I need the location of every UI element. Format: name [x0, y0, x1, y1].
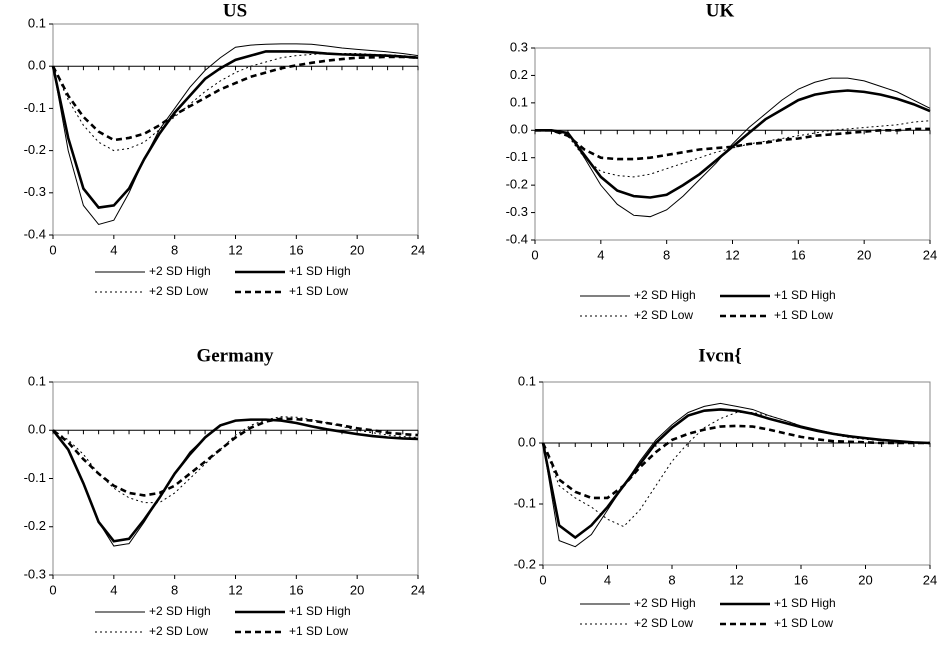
y-tick-label: 0.2 [510, 67, 528, 82]
legend-label: +1 SD Low [774, 308, 833, 322]
series-line [51, 418, 419, 543]
y-tick-label: -0.3 [24, 566, 46, 581]
x-tick-label: 0 [49, 582, 56, 597]
x-tick-label: 4 [110, 242, 117, 257]
legend-label: +2 SD High [149, 264, 211, 278]
chart-title: Ivcn{ [698, 345, 741, 366]
y-tick-label: -0.2 [24, 518, 46, 533]
y-tick-label: 0.1 [28, 15, 46, 30]
chart-title: US [223, 0, 247, 21]
x-tick-label: 24 [411, 242, 425, 257]
y-tick-label: -0.2 [24, 142, 46, 157]
x-tick-label: 20 [350, 242, 364, 257]
legend-label: +2 SD Low [634, 616, 693, 630]
x-tick-label: 24 [411, 582, 425, 597]
series-line [52, 43, 419, 226]
series-line [541, 408, 931, 540]
x-tick-label: 12 [228, 242, 242, 257]
y-tick-label: 0.1 [28, 373, 46, 388]
x-tick-label: 0 [49, 242, 56, 257]
legend-label: +2 SD High [634, 596, 696, 610]
x-tick-label: 12 [725, 247, 739, 262]
series-line [535, 77, 931, 218]
legend-label: +1 SD High [289, 264, 351, 278]
series-line [52, 53, 419, 152]
y-tick-label: -0.3 [506, 204, 528, 219]
x-tick-label: 12 [729, 572, 743, 587]
x-tick-label: 16 [289, 242, 303, 257]
x-tick-label: 24 [923, 572, 937, 587]
chart-title: Germany [196, 345, 274, 366]
y-tick-label: 0.0 [28, 58, 46, 73]
y-tick-label: 0.1 [510, 94, 528, 109]
series-line [51, 50, 419, 209]
x-tick-label: 8 [171, 582, 178, 597]
legend-label: +1 SD High [774, 288, 836, 302]
series-line [52, 416, 419, 504]
x-tick-label: 8 [668, 572, 675, 587]
chart-title: UK [706, 0, 735, 21]
y-tick-label: 0.0 [518, 434, 536, 449]
x-tick-label: 4 [110, 582, 117, 597]
y-tick-label: -0.4 [24, 226, 46, 241]
legend-label: +2 SD High [149, 604, 211, 618]
x-tick-label: 20 [350, 582, 364, 597]
legend-label: +2 SD Low [634, 308, 693, 322]
y-tick-label: -0.2 [506, 177, 528, 192]
x-tick-label: 0 [539, 572, 546, 587]
series-line [52, 417, 419, 497]
y-tick-label: 0.3 [510, 39, 528, 54]
y-tick-label: -0.3 [24, 184, 46, 199]
series-line [535, 127, 930, 161]
y-tick-label: -0.1 [514, 495, 536, 510]
y-tick-label: -0.1 [24, 470, 46, 485]
legend-label: +1 SD High [774, 596, 836, 610]
legend-label: +1 SD Low [289, 284, 348, 298]
x-tick-label: 4 [604, 572, 611, 587]
x-tick-label: 16 [794, 572, 808, 587]
legend-label: +1 SD Low [774, 616, 833, 630]
x-tick-label: 12 [228, 582, 242, 597]
x-tick-label: 8 [171, 242, 178, 257]
x-tick-label: 20 [858, 572, 872, 587]
y-tick-label: -0.1 [24, 100, 46, 115]
legend-label: +1 SD Low [289, 624, 348, 638]
x-tick-label: 8 [663, 247, 670, 262]
y-tick-label: -0.4 [506, 231, 528, 246]
series-line [51, 55, 419, 142]
x-tick-label: 4 [597, 247, 604, 262]
legend-label: +1 SD High [289, 604, 351, 618]
x-tick-label: 16 [289, 582, 303, 597]
series-line [542, 412, 931, 528]
x-tick-label: 24 [923, 247, 937, 262]
legend-label: +2 SD High [634, 288, 696, 302]
y-tick-label: -0.2 [514, 556, 536, 571]
legend-label: +2 SD Low [149, 624, 208, 638]
plot-frame [52, 381, 419, 576]
x-tick-label: 0 [531, 247, 538, 262]
series-line [535, 89, 931, 199]
y-tick-label: 0.1 [518, 373, 536, 388]
y-tick-label: 0.0 [510, 122, 528, 137]
series-line [542, 402, 931, 548]
x-tick-label: 20 [857, 247, 871, 262]
x-tick-label: 16 [791, 247, 805, 262]
y-tick-label: 0.0 [28, 422, 46, 437]
legend-label: +2 SD Low [149, 284, 208, 298]
y-tick-label: -0.1 [506, 149, 528, 164]
series-line [541, 424, 930, 500]
